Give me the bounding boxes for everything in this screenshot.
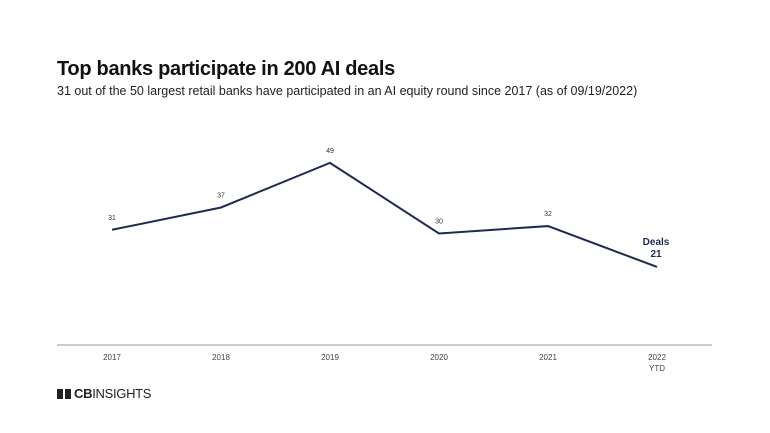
data-label: 21 <box>650 249 662 260</box>
x-tick-label: 2021 <box>539 353 557 362</box>
x-tick-label: 2018 <box>212 353 230 362</box>
data-label: 37 <box>217 192 225 199</box>
cb-insights-logo: CB INSIGHTS <box>57 386 151 401</box>
chart-title: Top banks participate in 200 AI deals <box>57 58 395 80</box>
data-label: 30 <box>435 219 443 226</box>
data-label: 31 <box>108 215 116 222</box>
x-tick-label: 2022 <box>648 353 666 362</box>
x-tick-label: 2020 <box>430 353 448 362</box>
x-tick-label: 2019 <box>321 353 339 362</box>
data-label: 32 <box>544 211 552 218</box>
series-name-label: Deals <box>643 237 670 248</box>
x-tick-sublabel: YTD <box>649 364 665 373</box>
logo-text-bold: CB <box>74 386 93 401</box>
chart-subtitle: 31 out of the 50 largest retail banks ha… <box>57 84 638 98</box>
x-tick-label: 2017 <box>103 353 121 362</box>
data-label: 49 <box>326 148 334 155</box>
series-line <box>111 161 658 268</box>
logo-icon <box>57 388 71 399</box>
logo-text: INSIGHTS <box>92 386 152 401</box>
